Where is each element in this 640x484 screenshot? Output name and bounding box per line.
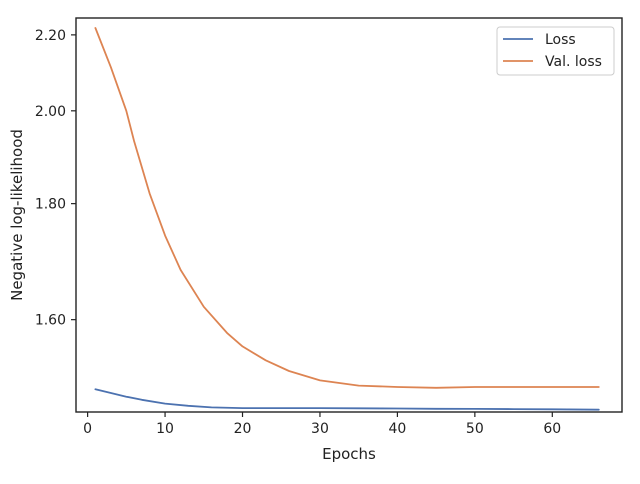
x-axis-label: Epochs <box>322 445 376 463</box>
y-axis-label: Negative log-likelihood <box>8 129 26 301</box>
x-tick-label: 30 <box>311 421 329 437</box>
tick-layer: 0 10 20 30 40 50 60 1.60 1.80 2.00 2.20 <box>35 28 561 437</box>
x-tick-label: 0 <box>83 421 92 437</box>
legend-label: Val. loss <box>545 54 602 70</box>
series-layer <box>94 27 600 411</box>
series-line-val-loss <box>94 27 600 389</box>
plot-area <box>76 18 622 412</box>
legend: Loss Val. loss <box>496 26 615 76</box>
x-tick-label: 10 <box>156 421 174 437</box>
plot-frame <box>75 17 623 413</box>
y-tick-label: 2.20 <box>35 28 66 44</box>
x-tick-label: 50 <box>466 421 484 437</box>
series-line-loss <box>94 388 600 411</box>
x-tick-label: 40 <box>388 421 406 437</box>
x-tick-label: 20 <box>234 421 252 437</box>
y-tick-label: 1.60 <box>35 313 66 329</box>
legend-label: Loss <box>545 32 576 48</box>
y-tick-label: 1.80 <box>35 197 66 213</box>
x-tick-label: 60 <box>543 421 561 437</box>
y-tick-label: 2.00 <box>35 104 66 120</box>
